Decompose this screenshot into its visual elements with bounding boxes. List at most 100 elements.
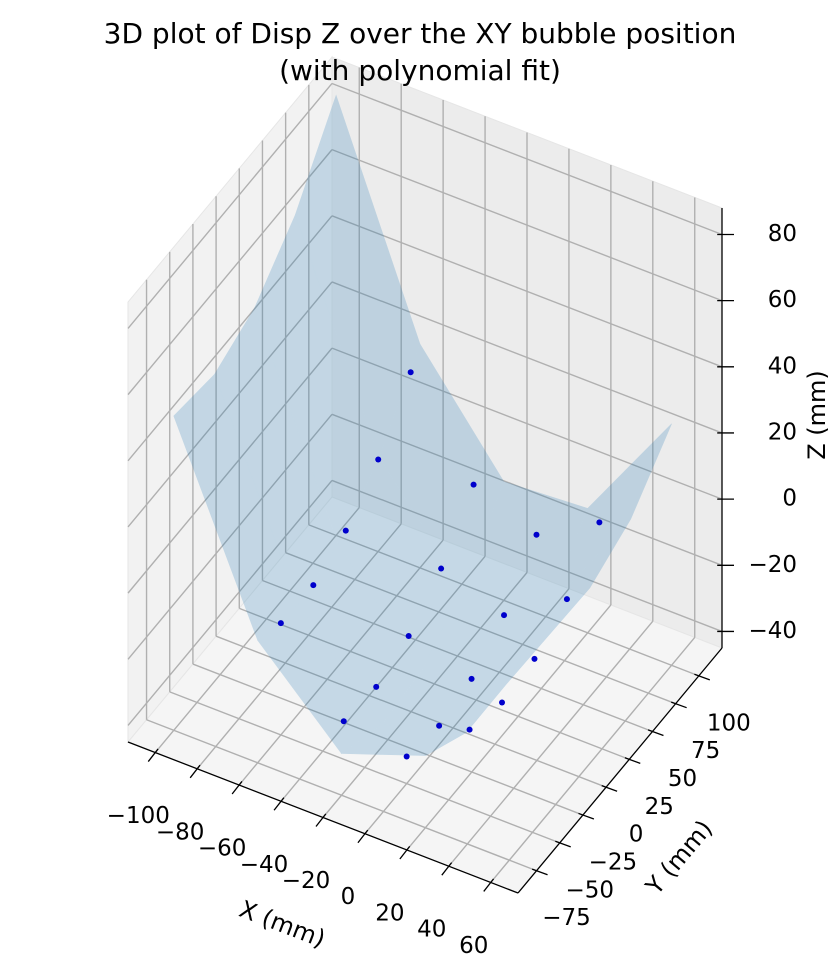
- tick-mark: [315, 813, 327, 827]
- surface-patch: [465, 587, 591, 733]
- tick-mark: [578, 812, 595, 820]
- chart-subtitle: (with polynomial fit): [279, 54, 561, 87]
- tick-mark: [273, 797, 285, 811]
- x-tick-label: −60: [198, 836, 247, 862]
- grid-line: [127, 149, 333, 396]
- grid-line: [331, 347, 723, 500]
- surface-patch: [546, 423, 672, 610]
- x-tick-label: −20: [282, 868, 331, 894]
- data-point: [310, 582, 317, 589]
- grid-line: [322, 572, 528, 818]
- tick-mark: [531, 868, 548, 876]
- y-tick-label: −50: [565, 877, 614, 903]
- surface-patch: [294, 94, 421, 459]
- data-point: [405, 632, 412, 639]
- x-axis-line: [127, 741, 519, 894]
- data-point: [340, 718, 347, 725]
- grid-line: [127, 347, 333, 594]
- grid-line: [331, 82, 723, 236]
- grid-line: [364, 588, 570, 835]
- y-tick-label: 100: [707, 710, 751, 736]
- surface-patch: [298, 543, 423, 725]
- x-tick-label: −100: [107, 803, 170, 829]
- data-point: [466, 726, 473, 733]
- y-tick-label: −75: [542, 905, 591, 931]
- grid-line: [331, 281, 723, 434]
- grid: [127, 67, 723, 883]
- data-point: [531, 655, 538, 662]
- y-axis-label: Y (mm): [640, 815, 719, 901]
- y-tick-label: 25: [645, 794, 674, 820]
- data-point: [342, 527, 349, 534]
- x-tick-label: −40: [240, 852, 289, 878]
- tick-mark: [147, 748, 159, 762]
- grid-line: [127, 83, 333, 329]
- grid-line: [154, 507, 360, 754]
- surface-patch: [340, 723, 468, 756]
- points: [277, 369, 603, 760]
- grid-line: [215, 635, 607, 788]
- z-axis-label: Z (mm): [803, 370, 831, 460]
- grid-line: [238, 539, 444, 786]
- grid-line: [169, 691, 560, 844]
- z-tick-label: 20: [768, 419, 797, 445]
- tick-mark: [357, 829, 369, 844]
- surface-patch: [425, 629, 551, 756]
- data-point: [468, 675, 475, 682]
- grid-line: [331, 148, 723, 302]
- z-tick-label: −20: [748, 552, 797, 578]
- tick-mark: [441, 862, 453, 876]
- grid-line: [448, 620, 654, 867]
- surface-patch: [421, 588, 548, 685]
- data-point: [596, 519, 603, 526]
- data-point: [501, 612, 508, 619]
- grid-line: [196, 523, 402, 770]
- y-tick-label: 75: [691, 738, 720, 764]
- grid-line: [192, 663, 584, 816]
- x-tick-label: 40: [417, 917, 446, 943]
- tick-mark: [189, 764, 201, 779]
- grid-line: [127, 281, 333, 528]
- data-point: [403, 753, 410, 760]
- data-point: [407, 369, 414, 376]
- surface-patch: [381, 669, 507, 733]
- data-point: [375, 456, 382, 463]
- grid-line: [127, 413, 333, 660]
- grid-line: [406, 604, 612, 851]
- grid-line: [331, 479, 723, 633]
- data-point: [470, 481, 477, 488]
- surface-patch: [337, 456, 464, 671]
- grid-line: [285, 552, 676, 705]
- x-tick-label: 0: [341, 884, 356, 910]
- surface-patch: [462, 481, 589, 610]
- x-tick-label: 60: [459, 933, 488, 959]
- y-tick-label: −25: [589, 850, 638, 876]
- tick-mark: [694, 673, 711, 681]
- tick-mark: [555, 840, 571, 848]
- data-point: [499, 699, 506, 706]
- tick-mark: [647, 729, 664, 737]
- tick-mark: [601, 784, 618, 792]
- surface-patch: [214, 307, 339, 606]
- grid-line: [331, 413, 723, 566]
- z-tick-label: −40: [748, 618, 797, 644]
- data-point: [438, 565, 445, 572]
- grid-line: [331, 215, 723, 368]
- tick-mark: [624, 757, 641, 764]
- surface-patch: [378, 343, 505, 590]
- y-tick-label: 0: [629, 822, 644, 848]
- z-tick-label: 0: [782, 486, 797, 512]
- data-point: [533, 531, 540, 538]
- data-point: [563, 596, 570, 603]
- data-point: [373, 683, 380, 690]
- data-point: [277, 620, 284, 627]
- surface: [173, 94, 672, 756]
- surface-patch: [257, 604, 383, 754]
- z-tick-label: 60: [768, 287, 797, 313]
- y-tick-label: 50: [668, 766, 697, 792]
- axes: [127, 208, 734, 894]
- data-point: [436, 722, 443, 729]
- grid-line: [308, 524, 700, 677]
- chart-title: 3D plot of Disp Z over the XY bubble pos…: [104, 17, 737, 50]
- y-axis-line: [517, 647, 723, 894]
